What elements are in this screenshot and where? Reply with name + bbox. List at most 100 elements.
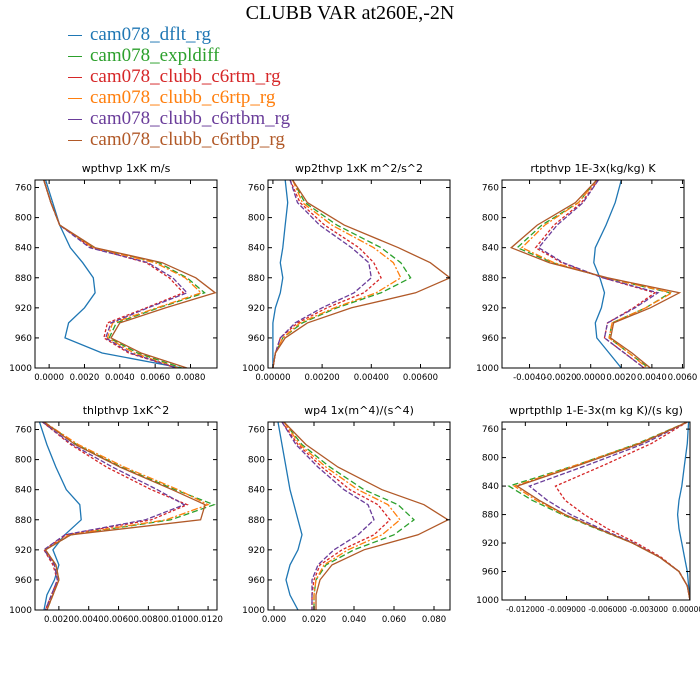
series-line bbox=[277, 422, 303, 610]
series-line bbox=[43, 422, 210, 610]
x-tick-label: 0.0060 bbox=[140, 373, 170, 383]
y-tick-label: 840 bbox=[482, 244, 499, 254]
y-tick-label: 960 bbox=[482, 568, 499, 578]
y-tick-label: 920 bbox=[15, 546, 32, 556]
series-group bbox=[509, 180, 682, 368]
y-tick-label: 760 bbox=[15, 426, 32, 436]
series-line bbox=[507, 422, 690, 600]
x-tick-label: 0.080 bbox=[422, 615, 446, 625]
x-tick-label: 0.0040 bbox=[637, 373, 667, 383]
y-tick-label: 920 bbox=[482, 539, 499, 549]
y-tick-label: 760 bbox=[248, 184, 265, 194]
x-tick-label: 0.00200 bbox=[305, 373, 340, 383]
series-line bbox=[42, 422, 189, 610]
series-line bbox=[43, 180, 206, 368]
x-tick-label: -0.006000 bbox=[588, 605, 627, 614]
series-line bbox=[272, 180, 373, 368]
legend-label: cam078_clubb_c6rtp_rg bbox=[90, 87, 276, 108]
x-tick-label: -0.012000 bbox=[506, 605, 545, 614]
x-tick-label: 0.0060 bbox=[104, 615, 134, 625]
x-tick-label: -0.0020 bbox=[544, 373, 577, 383]
series-line bbox=[272, 180, 412, 368]
y-tick-label: 880 bbox=[15, 516, 32, 526]
series-line bbox=[42, 422, 186, 610]
chart-panel: wprtpthlp 1-E-3x(m kg K)/(s kg) 760 800 840… bbox=[476, 404, 700, 614]
series-line bbox=[509, 180, 682, 368]
panel-title: wprtpthlp 1-E-3x(m kg K)/(s kg) bbox=[509, 404, 683, 417]
y-tick-label: 800 bbox=[482, 214, 499, 224]
panel-title: wpthvp 1xK m/s bbox=[82, 162, 171, 175]
x-tick-label: 0.00400 bbox=[354, 373, 389, 383]
y-tick-label: 840 bbox=[248, 486, 265, 496]
figure-title: CLUBB VAR at260E,-2N bbox=[245, 2, 455, 24]
y-tick-label: 880 bbox=[248, 516, 265, 526]
legend-label: cam078_clubb_c6rtbm_rg bbox=[90, 108, 291, 129]
legend-swatch bbox=[68, 98, 82, 99]
y-tick-label: 840 bbox=[15, 244, 32, 254]
y-tick-label: 840 bbox=[482, 482, 499, 492]
y-tick-label: 760 bbox=[15, 184, 32, 194]
y-tick-label: 760 bbox=[482, 184, 499, 194]
plot-frame bbox=[34, 179, 218, 369]
x-tick-label: 0.0060 bbox=[668, 373, 698, 383]
y-tick-label: 880 bbox=[482, 274, 499, 284]
series-line bbox=[515, 422, 690, 600]
chart-panel: wpthvp 1xK m/s76080084088092096010000.00… bbox=[9, 162, 218, 383]
panel-title: rtpthvp 1E-3x(kg/kg) K bbox=[530, 162, 656, 175]
y-tick-label: 800 bbox=[482, 454, 499, 464]
x-tick-label: 0.0000 bbox=[576, 373, 606, 383]
series-line bbox=[43, 180, 203, 368]
series-line bbox=[281, 422, 391, 610]
legend-swatch bbox=[68, 56, 82, 57]
series-line bbox=[537, 180, 660, 368]
y-tick-label: 960 bbox=[248, 576, 265, 586]
series-line bbox=[528, 422, 690, 600]
series-line bbox=[272, 180, 382, 368]
legend-label: cam078_expldiff bbox=[90, 45, 220, 66]
y-tick-label: 1000 bbox=[242, 364, 265, 374]
series-line bbox=[272, 180, 402, 368]
y-tick-label: 1000 bbox=[476, 596, 499, 606]
y-tick-label: 920 bbox=[248, 304, 265, 314]
x-tick-label: 0.060 bbox=[382, 615, 406, 625]
y-tick-label: 880 bbox=[15, 274, 32, 284]
y-tick-label: 1000 bbox=[9, 364, 32, 374]
x-tick-label: 0.0080 bbox=[176, 373, 206, 383]
y-tick-label: 960 bbox=[248, 334, 265, 344]
y-tick-label: 960 bbox=[15, 576, 32, 586]
series-group bbox=[43, 180, 217, 368]
panel-title: wp2thvp 1xK m^2/s^2 bbox=[295, 162, 423, 175]
x-tick-label: 0.000 bbox=[262, 615, 286, 625]
series-line bbox=[38, 422, 82, 610]
y-tick-label: 840 bbox=[15, 486, 32, 496]
x-tick-label: -0.009000 bbox=[547, 605, 586, 614]
y-tick-label: 920 bbox=[248, 546, 265, 556]
y-tick-label: 800 bbox=[15, 214, 32, 224]
y-tick-label: 1000 bbox=[9, 606, 32, 616]
series-line bbox=[43, 180, 185, 368]
x-tick-label: 0.0040 bbox=[74, 615, 104, 625]
series-group bbox=[507, 422, 690, 600]
legend-label: cam078_clubb_c6rtm_rg bbox=[90, 66, 281, 87]
x-tick-label: 0.0020 bbox=[44, 615, 74, 625]
chart-panel: wp4 1x(m^4)/(s^4)76080084088092096010000… bbox=[242, 404, 451, 625]
series-line bbox=[272, 180, 450, 368]
series-line bbox=[281, 422, 375, 610]
series-group bbox=[38, 422, 216, 610]
y-tick-label: 800 bbox=[248, 456, 265, 466]
series-line bbox=[43, 422, 216, 610]
x-tick-label: 0.0080 bbox=[134, 615, 164, 625]
series-line bbox=[43, 180, 217, 368]
plot-frame bbox=[267, 179, 451, 369]
plot-frame bbox=[267, 421, 451, 611]
series-line bbox=[516, 180, 672, 368]
series-line bbox=[676, 422, 690, 600]
plot-frame bbox=[501, 179, 685, 369]
legend-swatch bbox=[68, 35, 82, 36]
y-tick-label: 760 bbox=[248, 426, 265, 436]
legend-label: cam078_dflt_rg bbox=[90, 24, 212, 45]
series-line bbox=[520, 180, 674, 368]
y-tick-label: 920 bbox=[482, 304, 499, 314]
y-tick-label: 880 bbox=[482, 511, 499, 521]
